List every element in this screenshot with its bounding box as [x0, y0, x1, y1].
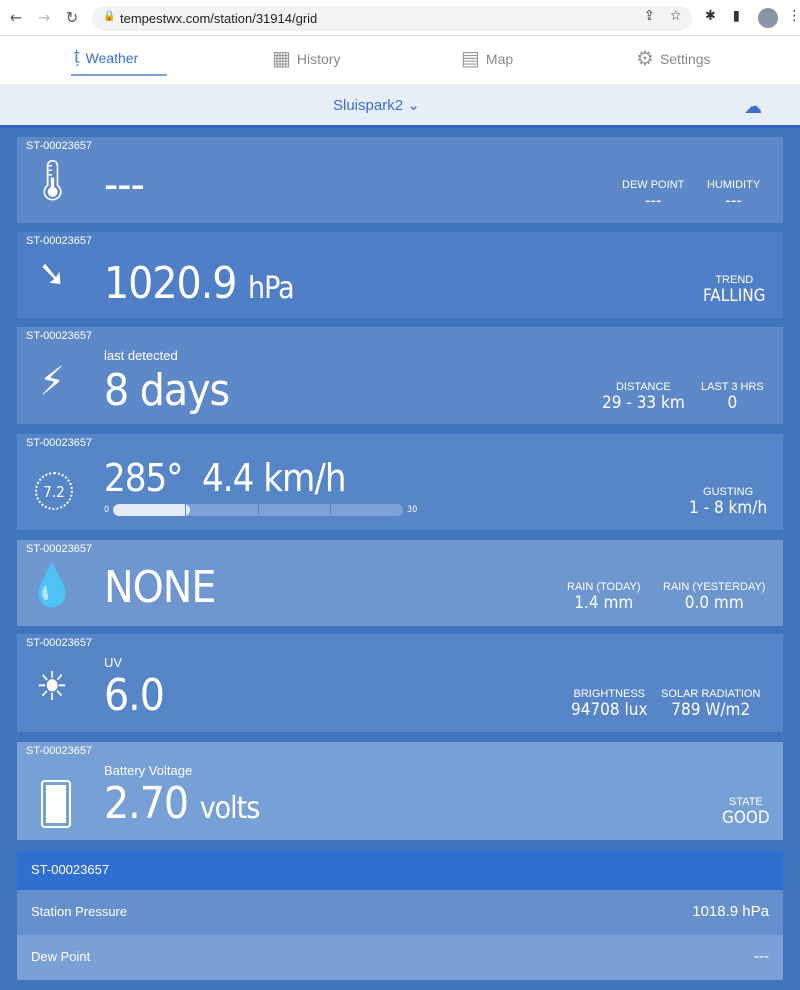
compass-icon: 7.2 [35, 472, 73, 510]
menu-icon[interactable]: ⋮ [788, 8, 800, 24]
lock-icon: 🔒 [103, 11, 116, 22]
calendar-icon: ▦ [272, 48, 291, 70]
extensions-icon[interactable]: ✱ [705, 8, 716, 24]
star-icon[interactable]: ☆ [670, 8, 682, 24]
back-icon[interactable]: ← [10, 8, 23, 27]
tab-weather[interactable]: ṭ Weather [74, 46, 138, 69]
gusting-stat: GUSTING 1 - 8 km/h [689, 486, 768, 518]
wind-speed-fill [113, 504, 191, 516]
solar-radiation-stat: SOLAR RADIATION 789 W/m2 [661, 688, 761, 720]
wind-scale-max: 30 [407, 505, 418, 515]
cloud-icon[interactable]: ☁ [744, 94, 762, 118]
wind-value: 285° 4.4 km/h [104, 456, 347, 500]
station-selector[interactable]: Sluispark2 ⌄ [333, 97, 420, 114]
details-table-header: ST-00023657 [17, 851, 783, 890]
station-id: ST-00023657 [26, 745, 93, 757]
wind-card: ST-00023657 7.2 285° 4.4 km/h 0 30 GUSTI… [17, 434, 783, 530]
distance-stat: DISTANCE 29 - 33 km [602, 381, 685, 413]
battery-value: 2.70 volts [104, 778, 260, 829]
rain-today-stat: RAIN (TODAY) 1.4 mm [567, 581, 641, 613]
wind-scale-min: 0 [104, 505, 110, 515]
trend-arrow-icon: ➘ [38, 254, 66, 295]
gear-icon: ⚙ [636, 48, 654, 70]
uv-card: ST-00023657 UV ☀ 6.0 BRIGHTNESS 94708 lux… [17, 634, 783, 732]
station-id: ST-00023657 [26, 140, 93, 152]
table-row: Dew Point --- [17, 935, 783, 980]
share-icon[interactable]: ⇪ [644, 8, 655, 24]
rain-drops-icon: 💧 [27, 563, 77, 609]
forward-icon[interactable]: → [38, 8, 51, 27]
main-nav: ṭ Weather ▦ History ▤ Map ⚙ Settings [0, 36, 800, 84]
station-id: ST-00023657 [26, 437, 93, 449]
station-id: ST-00023657 [26, 543, 93, 555]
sun-icon: ☀ [35, 664, 69, 710]
station-id: ST-00023657 [26, 235, 93, 247]
temperature-value: --- [104, 159, 145, 210]
tab-history[interactable]: ▦ History [272, 46, 340, 71]
lightning-value: 8 days [104, 365, 230, 416]
lightning-sublabel: last detected [104, 348, 178, 363]
trend-stat: TREND FALLING [703, 274, 766, 306]
tab-label: History [296, 50, 341, 67]
wind-speed-bar [113, 504, 403, 516]
tab-label: Map [485, 50, 514, 67]
rain-card: ST-00023657 💧 NONE RAIN (TODAY) 1.4 mm RA… [17, 540, 783, 626]
active-tab-indicator [71, 74, 167, 76]
lightning-icon: ⚡ [39, 359, 65, 405]
state-stat: STATE GOOD [722, 796, 770, 828]
reload-icon[interactable]: ↻ [66, 8, 79, 27]
station-id: ST-00023657 [26, 330, 93, 342]
pressure-value: 1020.9 hPa [104, 258, 295, 309]
address-bar[interactable]: 🔒 tempestwx.com/station/31914/grid [92, 6, 692, 31]
avatar[interactable] [758, 8, 778, 28]
sidepanel-icon[interactable]: ▮ [733, 8, 740, 24]
thermometer-icon: 🌡 [27, 158, 78, 204]
tab-map[interactable]: ▤ Map [461, 46, 513, 71]
station-selector-bar: Sluispark2 ⌄ ☁ [0, 84, 800, 128]
last-3hrs-stat: LAST 3 HRS 0 [701, 381, 764, 413]
humidity-stat: HUMIDITY --- [707, 179, 761, 211]
map-icon: ▤ [461, 48, 480, 70]
dew-point-stat: DEW POINT --- [622, 179, 685, 211]
battery-icon [41, 780, 71, 828]
browser-toolbar: ← → ↻ 🔒 tempestwx.com/station/31914/grid … [0, 0, 800, 36]
uv-sublabel: UV [104, 655, 123, 670]
rain-yesterday-stat: RAIN (YESTERDAY) 0.0 mm [663, 581, 766, 613]
tab-label: Weather [85, 49, 139, 66]
brightness-stat: BRIGHTNESS 94708 lux [571, 688, 648, 720]
rain-value: NONE [104, 562, 216, 613]
lightning-card: ST-00023657 last detected ⚡ 8 days DISTA… [17, 327, 783, 424]
station-id: ST-00023657 [26, 637, 93, 649]
table-row: Station Pressure 1018.9 hPa [17, 890, 783, 935]
battery-sublabel: Battery Voltage [104, 763, 193, 778]
tab-settings[interactable]: ⚙ Settings [636, 46, 711, 71]
pressure-card: ST-00023657 ➘ 1020.9 hPa TREND FALLING [17, 232, 783, 318]
url-text: tempestwx.com/station/31914/grid [120, 11, 318, 26]
tempest-logo-icon: ṭ [74, 46, 80, 68]
battery-card: ST-00023657 Battery Voltage 2.70 volts S… [17, 742, 783, 840]
uv-value: 6.0 [104, 670, 165, 721]
temperature-card: ST-00023657 🌡 --- DEW POINT --- HUMIDITY -… [17, 137, 783, 223]
tab-label: Settings [659, 50, 711, 67]
